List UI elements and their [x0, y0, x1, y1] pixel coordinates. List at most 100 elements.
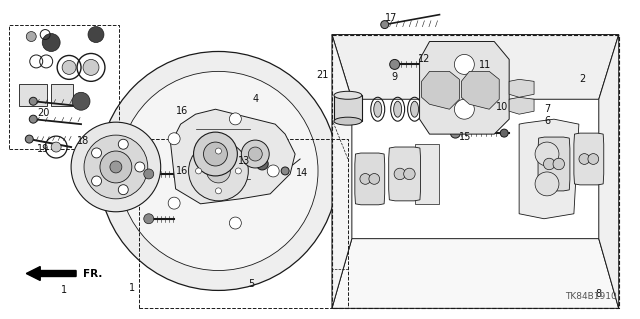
Circle shape [29, 97, 37, 105]
Text: 16: 16 [175, 106, 188, 116]
Text: 7: 7 [544, 104, 550, 114]
Circle shape [92, 148, 102, 158]
Polygon shape [574, 133, 604, 185]
Text: 20: 20 [37, 108, 50, 118]
Circle shape [189, 141, 248, 201]
Circle shape [543, 158, 555, 170]
Text: 19: 19 [37, 144, 49, 154]
Circle shape [168, 197, 180, 209]
Circle shape [553, 158, 564, 170]
Circle shape [118, 139, 128, 149]
Circle shape [100, 151, 132, 183]
Text: 16: 16 [175, 166, 188, 176]
Circle shape [369, 174, 380, 184]
Circle shape [390, 59, 399, 70]
Circle shape [42, 33, 60, 51]
Text: 18: 18 [77, 136, 90, 146]
Circle shape [241, 140, 269, 168]
Text: 8: 8 [596, 289, 602, 300]
Circle shape [579, 154, 589, 164]
Ellipse shape [394, 101, 402, 117]
Text: 2: 2 [579, 74, 585, 84]
Text: 1: 1 [129, 284, 135, 293]
Circle shape [216, 188, 221, 194]
Circle shape [99, 51, 338, 290]
Circle shape [118, 185, 128, 195]
Ellipse shape [374, 101, 381, 117]
Circle shape [26, 135, 33, 143]
Circle shape [135, 162, 145, 172]
Polygon shape [332, 34, 352, 308]
Bar [415, 144, 440, 204]
Text: FR.: FR. [83, 269, 102, 278]
Polygon shape [420, 41, 509, 134]
Polygon shape [599, 34, 619, 308]
Circle shape [500, 129, 508, 137]
Circle shape [451, 128, 460, 138]
Circle shape [207, 159, 230, 183]
Circle shape [535, 142, 559, 166]
Circle shape [381, 21, 388, 29]
Text: 14: 14 [296, 168, 308, 178]
Bar [139, 139, 348, 308]
Ellipse shape [334, 91, 362, 99]
Circle shape [51, 142, 61, 152]
Circle shape [72, 92, 90, 110]
Text: 10: 10 [496, 102, 508, 112]
Circle shape [119, 71, 318, 271]
Text: 5: 5 [248, 279, 255, 289]
Circle shape [248, 147, 262, 161]
Polygon shape [332, 34, 619, 99]
Ellipse shape [334, 117, 362, 125]
Circle shape [71, 122, 161, 212]
Circle shape [236, 168, 241, 174]
Text: 1: 1 [61, 286, 67, 295]
Text: 17: 17 [385, 13, 397, 23]
Bar [19, 84, 47, 106]
Circle shape [84, 135, 148, 199]
Circle shape [454, 55, 474, 74]
Circle shape [29, 115, 37, 123]
Polygon shape [355, 153, 385, 205]
Circle shape [196, 168, 202, 174]
Circle shape [229, 217, 241, 229]
Polygon shape [538, 137, 570, 191]
Circle shape [268, 165, 279, 177]
Circle shape [216, 148, 221, 154]
Circle shape [535, 172, 559, 196]
Circle shape [454, 99, 474, 119]
Circle shape [204, 142, 227, 166]
Circle shape [256, 158, 268, 170]
Circle shape [144, 214, 154, 224]
Polygon shape [509, 97, 534, 114]
Circle shape [110, 161, 122, 173]
Circle shape [394, 168, 406, 180]
Circle shape [588, 154, 598, 164]
Text: 13: 13 [238, 156, 251, 166]
FancyArrow shape [26, 267, 76, 280]
Circle shape [360, 174, 371, 184]
Text: 15: 15 [460, 132, 472, 142]
Text: 4: 4 [252, 94, 259, 104]
Bar [334, 95, 362, 121]
Circle shape [168, 133, 180, 145]
Text: 11: 11 [479, 60, 492, 70]
Circle shape [193, 132, 237, 176]
Circle shape [281, 167, 289, 175]
Polygon shape [171, 109, 295, 204]
Circle shape [404, 168, 415, 180]
Circle shape [447, 60, 456, 68]
Circle shape [229, 113, 241, 125]
Circle shape [26, 32, 36, 41]
Bar [10, 25, 119, 149]
Polygon shape [332, 239, 619, 308]
Text: 9: 9 [392, 72, 398, 82]
Polygon shape [388, 147, 420, 201]
Circle shape [92, 176, 102, 186]
Ellipse shape [411, 101, 419, 117]
Circle shape [62, 60, 76, 74]
Text: TK84B1910: TK84B1910 [565, 292, 617, 301]
Text: 6: 6 [544, 116, 550, 126]
Polygon shape [422, 71, 460, 109]
Polygon shape [509, 79, 534, 97]
